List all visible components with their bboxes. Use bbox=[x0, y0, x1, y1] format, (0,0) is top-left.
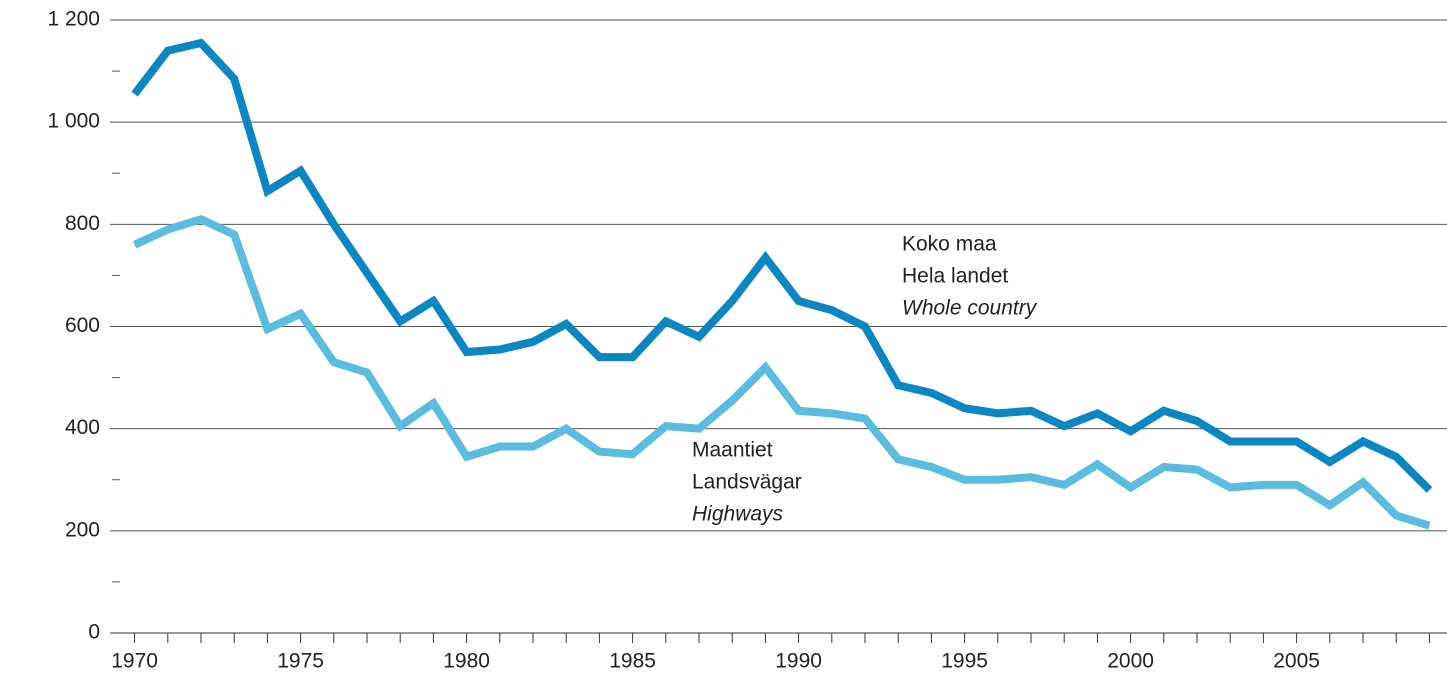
x-tick-label: 1985 bbox=[609, 650, 656, 673]
x-tick-label: 1995 bbox=[941, 650, 988, 673]
y-tick-label: 200 bbox=[65, 518, 100, 541]
y-tick-label: 400 bbox=[65, 416, 100, 439]
x-tick-label: 1980 bbox=[443, 650, 490, 673]
x-tick-label: 2000 bbox=[1107, 650, 1154, 673]
y-tick-label: 800 bbox=[65, 212, 100, 235]
annotation: Highways bbox=[692, 503, 784, 526]
y-tick-label: 1 200 bbox=[47, 8, 100, 31]
annotation: Koko maa bbox=[902, 233, 997, 256]
y-tick-label: 600 bbox=[65, 314, 100, 337]
x-tick-label: 1990 bbox=[775, 650, 822, 673]
series-line bbox=[132, 214, 1431, 530]
y-tick-label: 0 bbox=[88, 621, 100, 644]
series-line bbox=[131, 38, 1433, 493]
annotation: Hela landet bbox=[902, 265, 1008, 288]
annotation: Whole country bbox=[902, 297, 1038, 320]
annotation: Landsvägar bbox=[692, 471, 802, 494]
x-tick-label: 1975 bbox=[277, 650, 324, 673]
x-tick-label: 1970 bbox=[111, 650, 158, 673]
y-tick-label: 1 000 bbox=[47, 110, 100, 133]
annotation: Maantiet bbox=[692, 439, 773, 462]
x-tick-label: 2005 bbox=[1273, 650, 1320, 673]
